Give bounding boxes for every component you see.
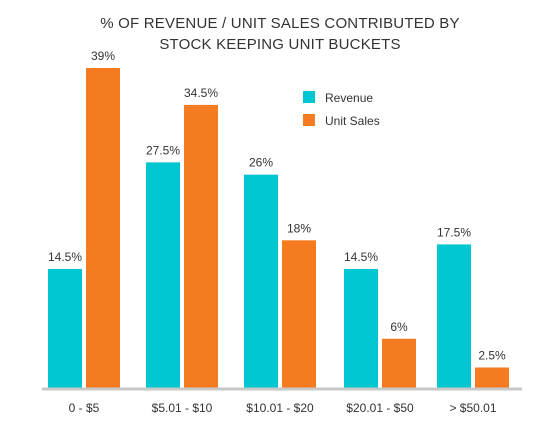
bar-revenue-20-01-50: [344, 269, 378, 388]
data-label-revenue-20-01-50: 14.5%: [344, 250, 378, 264]
bar-unit-sales-50-01: [475, 367, 509, 388]
data-label-unit-sales-50-01: 2.5%: [478, 348, 506, 362]
x-tick-label-0-5: 0 - $5: [69, 401, 100, 415]
data-label-unit-sales-20-01-50: 6%: [390, 320, 408, 334]
bar-unit-sales-0-5: [86, 68, 120, 388]
data-label-revenue-0-5: 14.5%: [48, 250, 82, 264]
x-tick-label-5-01-10: $5.01 - $10: [152, 401, 213, 415]
data-label-unit-sales-10-01-20: 18%: [287, 221, 311, 235]
x-tick-label-10-01-20: $10.01 - $20: [246, 401, 314, 415]
bar-revenue-10-01-20: [244, 174, 278, 388]
data-labels-layer: 14.5% 39% 27.5% 34.5% 26% 18% 14.5% 6% 17.5% 2.5%: [48, 49, 506, 362]
legend-label-unit-sales: Unit Sales: [325, 114, 380, 128]
data-label-unit-sales-0-5: 39%: [91, 49, 115, 63]
bars-layer: [48, 68, 509, 388]
data-label-revenue-10-01-20: 26%: [249, 156, 273, 170]
chart-title-line-2: STOCK KEEPING UNIT BUCKETS: [159, 36, 400, 53]
data-label-revenue-5-01-10: 27.5%: [146, 143, 180, 157]
legend-label-revenue: Revenue: [325, 91, 373, 105]
bar-unit-sales-10-01-20: [282, 240, 316, 388]
bar-unit-sales-20-01-50: [382, 338, 416, 388]
data-label-unit-sales-5-01-10: 34.5%: [184, 86, 218, 100]
legend: Revenue Unit Sales: [303, 91, 380, 128]
bar-revenue-50-01: [437, 244, 471, 388]
bar-unit-sales-5-01-10: [184, 104, 218, 388]
data-label-revenue-50-01: 17.5%: [437, 225, 471, 239]
x-tick-label-50-01: > $50.01: [449, 401, 496, 415]
legend-swatch-revenue: [303, 91, 315, 103]
bar-revenue-0-5: [48, 269, 82, 388]
bar-revenue-5-01-10: [146, 162, 180, 388]
chart-title-line-1: % OF REVENUE / UNIT SALES CONTRIBUTED BY: [100, 15, 459, 32]
x-axis-ticks-layer: 0 - $5 $5.01 - $10 $10.01 - $20 $20.01 - $5…: [69, 401, 497, 415]
x-tick-label-20-01-50: $20.01 - $50: [346, 401, 414, 415]
legend-swatch-unit-sales: [303, 114, 315, 126]
